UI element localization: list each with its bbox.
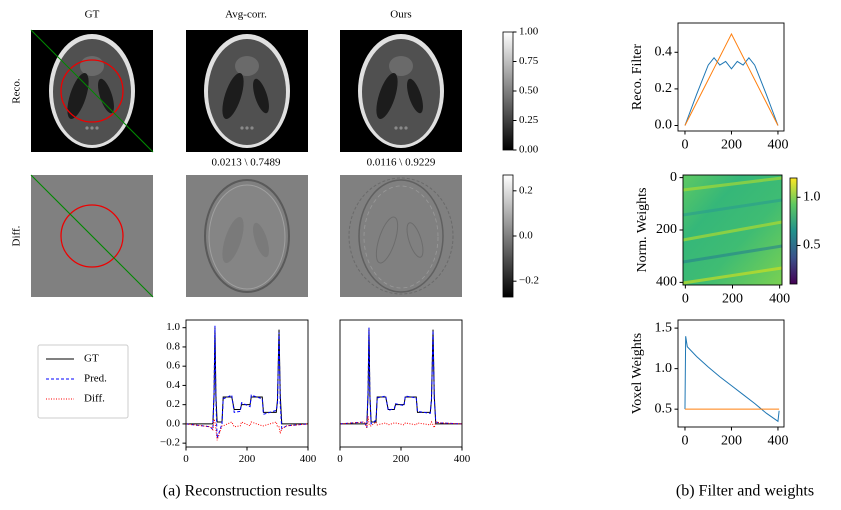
- y-tick-label: 0: [670, 170, 677, 185]
- series-line: [339, 327, 463, 428]
- x-tick-label: 400: [454, 453, 471, 465]
- x-tick-label: 0: [183, 453, 189, 465]
- y-axis-label: Norm. Weights: [635, 188, 650, 273]
- x-tick-label: 0: [682, 292, 689, 307]
- series-line: [186, 327, 308, 425]
- x-tick-label: 0: [681, 138, 688, 153]
- column-title: Avg-corr.: [225, 9, 267, 21]
- y-tick-label: 0.4: [166, 379, 180, 391]
- profile-line: [30, 174, 154, 298]
- series-line: [185, 325, 309, 439]
- y-axis-label: Voxel Weights: [630, 333, 645, 414]
- colorbar-tick-label: 0.00: [519, 144, 539, 156]
- colorbar-tick-label: 0.75: [519, 55, 539, 67]
- y-tick-label: 0.0: [655, 118, 673, 133]
- y-tick-label: 0.6: [166, 360, 180, 372]
- diff-edge: [406, 222, 424, 258]
- legend-box: [37, 344, 129, 419]
- x-tick-label: 200: [722, 292, 743, 307]
- profile-line: [30, 29, 154, 153]
- y-tick-label: 0.8: [166, 340, 180, 352]
- y-tick-label: 1.0: [655, 361, 673, 376]
- colorbar-tick-label: 1.00: [519, 26, 539, 38]
- roi-circle: [60, 204, 124, 268]
- x-tick-label: 400: [300, 453, 317, 465]
- row-label: Reco.: [11, 78, 23, 104]
- y-tick-label: 0.0: [166, 417, 180, 429]
- y-tick-label: 200: [656, 222, 677, 237]
- column-title: GT: [85, 9, 100, 21]
- legend-label: Diff.: [84, 393, 105, 405]
- y-tick-label: 1.5: [655, 320, 673, 335]
- series-line: [684, 336, 780, 423]
- ours-diff-image: [340, 175, 462, 297]
- diff-edge: [375, 216, 399, 264]
- colorbar: [502, 174, 514, 298]
- diff-edge: [222, 217, 244, 263]
- series-line: [684, 56, 779, 126]
- x-tick-label: 200: [393, 453, 410, 465]
- x-tick-label: 400: [767, 138, 788, 153]
- avg-corr-image: [186, 30, 308, 152]
- diff-edge: [204, 179, 290, 293]
- colorbar-tick-label: 0.2: [519, 184, 533, 196]
- y-tick-label: 400: [656, 275, 677, 290]
- y-tick-label: 0.2: [655, 81, 673, 96]
- y-tick-label: 1.0: [166, 321, 180, 333]
- caption: (b) Filter and weights: [676, 483, 814, 500]
- metric: 0.0116 \ 0.9229: [367, 157, 436, 169]
- series-line: [339, 416, 463, 430]
- y-tick-label: 0.5: [655, 401, 673, 416]
- legend-label: GT: [84, 353, 99, 365]
- colorbar-tick-label: 0.0: [519, 230, 533, 242]
- y-axis-label: Reco. Filter: [630, 44, 645, 110]
- x-tick-label: 200: [721, 434, 742, 449]
- diff-edge: [348, 177, 454, 295]
- colorbar: [789, 177, 798, 285]
- x-tick-label: 400: [769, 292, 790, 307]
- x-tick-label: 0: [337, 453, 343, 465]
- plot-frame: [339, 319, 463, 448]
- plot-frame: [677, 319, 785, 428]
- colorbar-tick-label: 1.0: [803, 189, 821, 204]
- y-tick-label: −0.2: [160, 437, 180, 449]
- row-label: Diff.: [11, 225, 23, 246]
- series-line: [185, 418, 309, 441]
- metric: 0.0213 \ 0.7489: [211, 157, 281, 169]
- colorbar: [502, 31, 514, 151]
- diff-edge: [208, 184, 286, 290]
- diff-edge: [363, 185, 439, 289]
- x-tick-label: 0: [681, 434, 688, 449]
- legend-label: Pred.: [84, 373, 107, 385]
- diff-edge: [358, 179, 444, 293]
- x-tick-label: 200: [721, 138, 742, 153]
- heatmap-streaks: [682, 176, 783, 285]
- colorbar-tick-label: 0.50: [519, 85, 539, 97]
- y-tick-label: 0.2: [166, 398, 180, 410]
- series-line: [684, 32, 779, 126]
- colorbar-tick-label: 0.25: [519, 114, 539, 126]
- column-title: Ours: [390, 9, 411, 21]
- plot-frame: [677, 22, 785, 132]
- roi-circle: [60, 59, 124, 123]
- diff-edge: [253, 222, 269, 258]
- y-tick-label: 0.4: [655, 45, 673, 60]
- x-tick-label: 200: [239, 453, 256, 465]
- plot-frame: [185, 319, 309, 448]
- colorbar-tick-label: 0.5: [803, 238, 821, 253]
- x-tick-label: 400: [767, 434, 788, 449]
- ours-image: [340, 30, 462, 152]
- series-line: [340, 327, 462, 425]
- colorbar-tick-label: −0.2: [519, 275, 539, 287]
- caption: (a) Reconstruction results: [163, 483, 327, 500]
